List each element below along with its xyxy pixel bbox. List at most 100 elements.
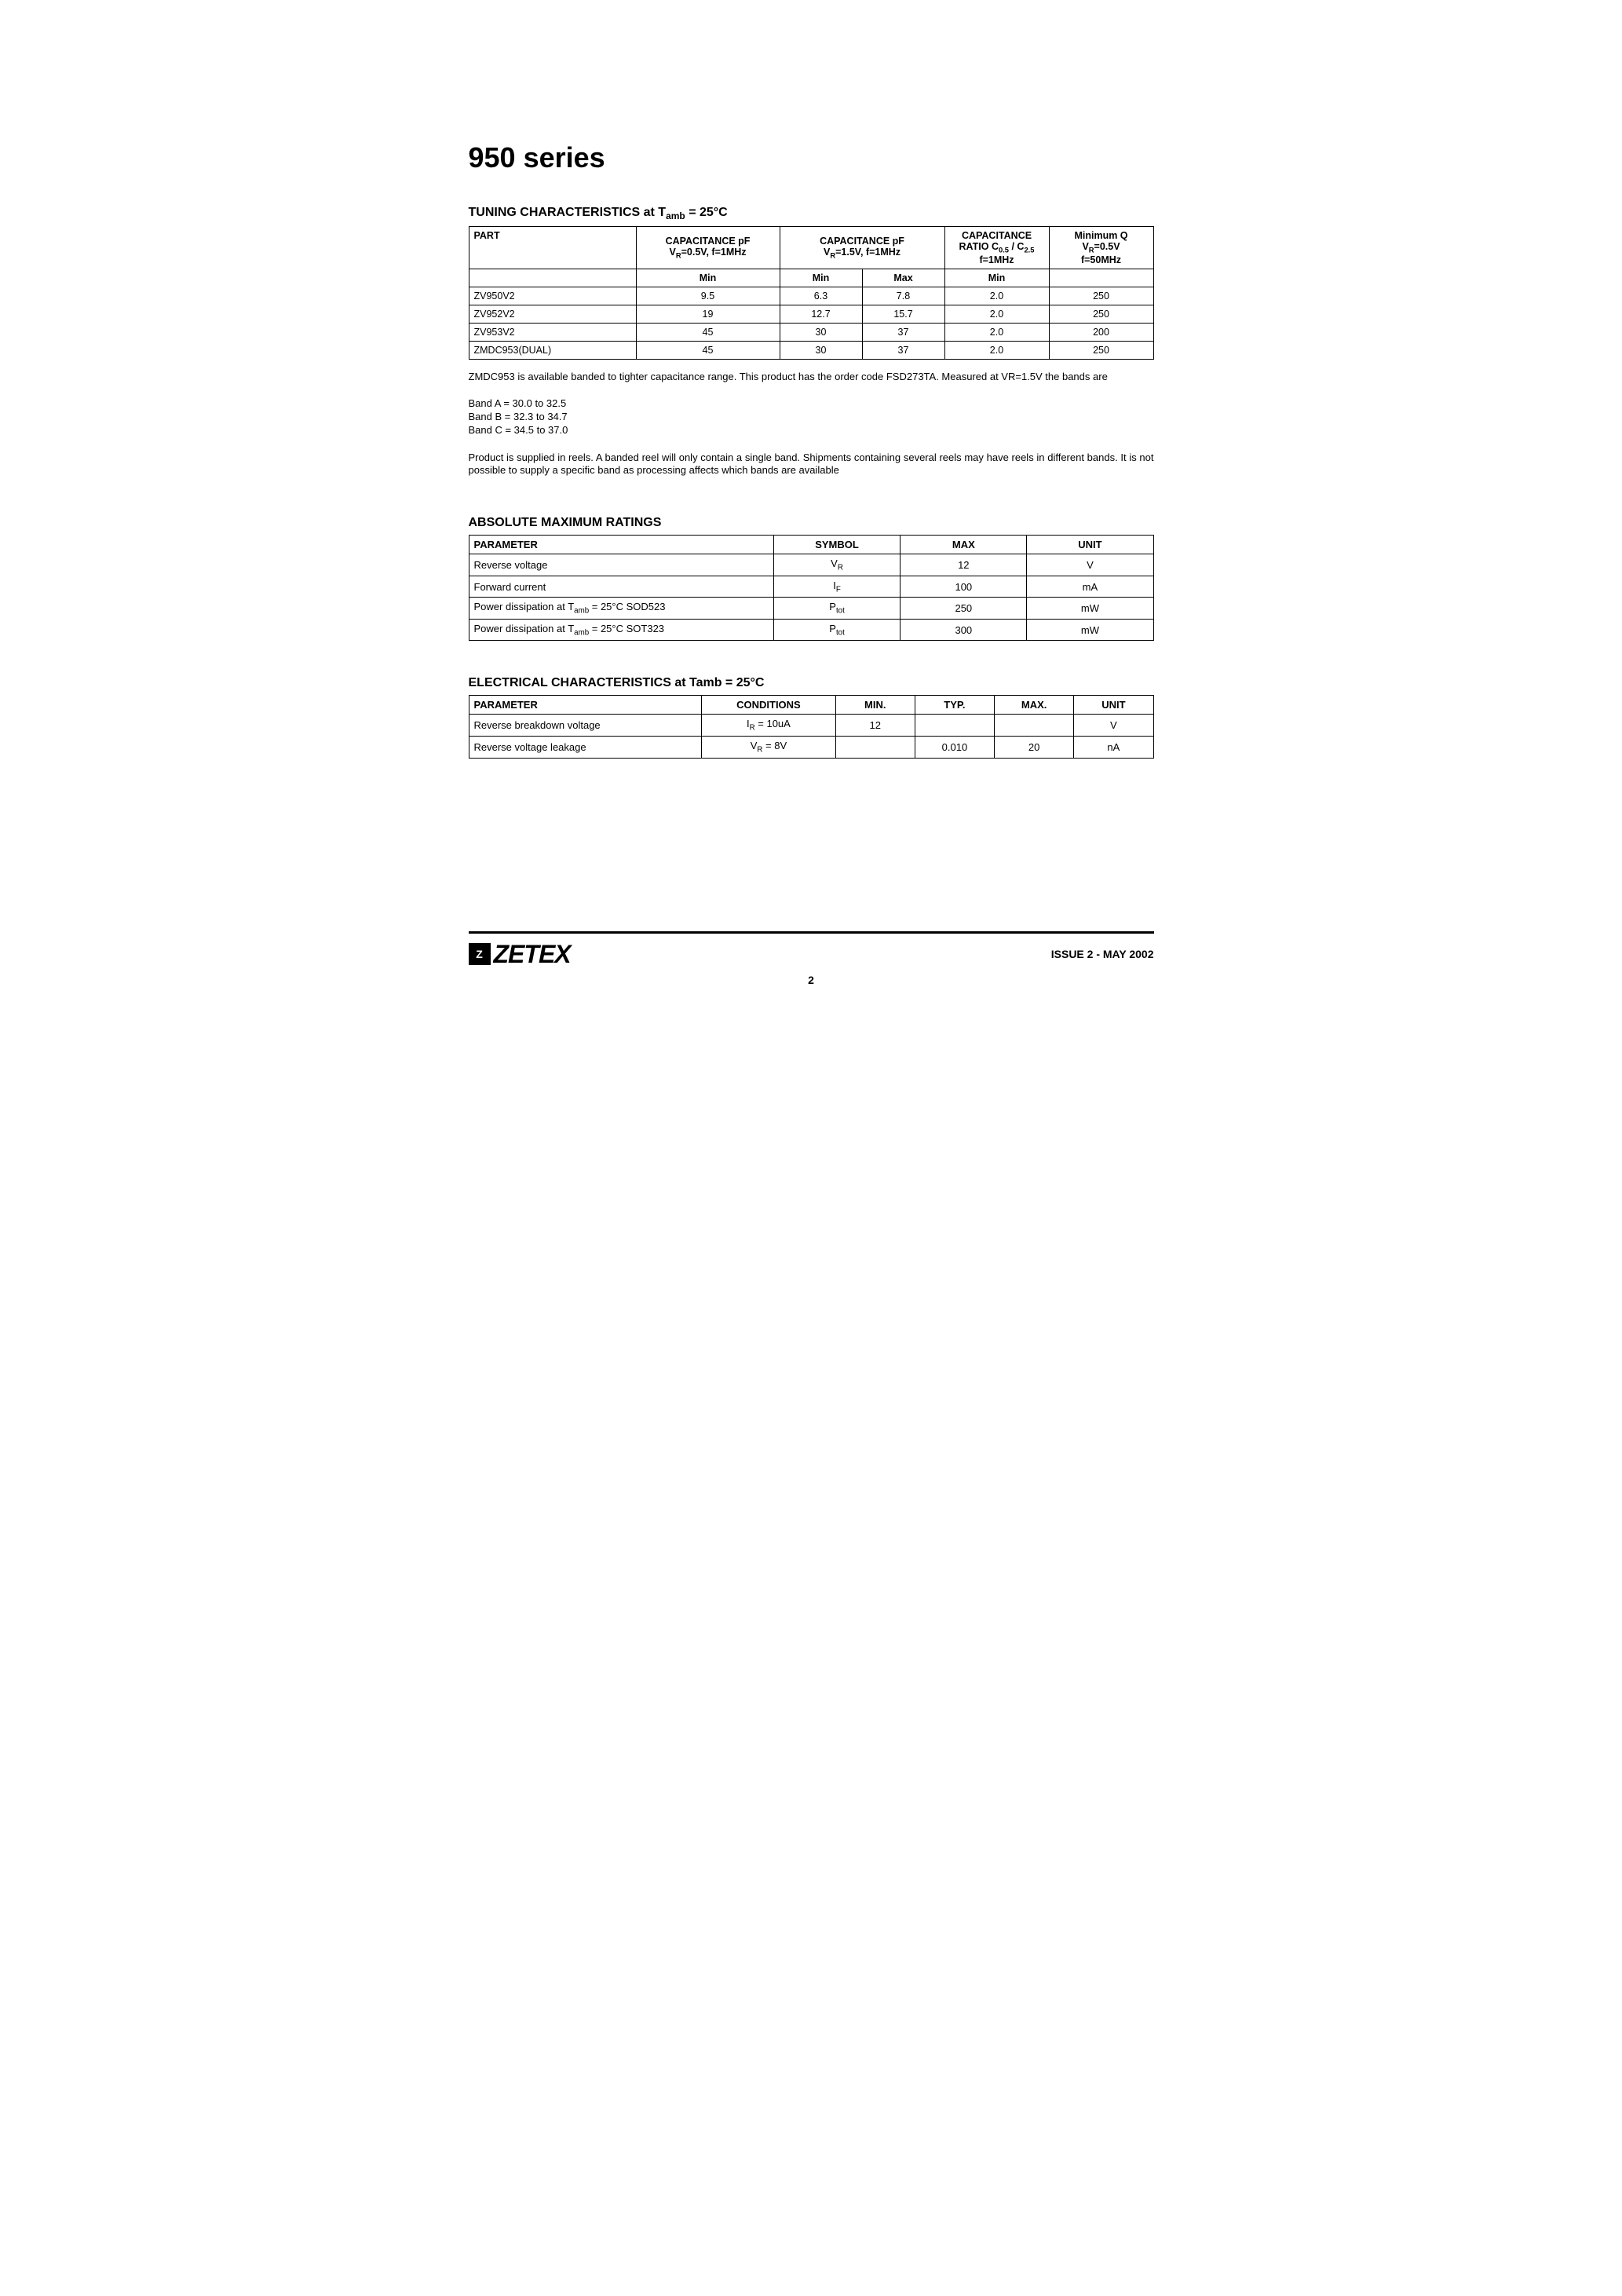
tuning-table: PART CAPACITANCE pF VR=0.5V, f=1MHz CAPA… <box>469 226 1154 360</box>
tuning-heading-sub: amb <box>666 210 685 221</box>
issue-text: ISSUE 2 - MAY 2002 <box>1051 948 1154 960</box>
cell-part: ZV953V2 <box>469 323 636 341</box>
th-q: Minimum Q VR=0.5V f=50MHz <box>1049 227 1153 269</box>
cell-part: ZV952V2 <box>469 305 636 323</box>
tuning-heading: TUNING CHARACTERISTICS at Tamb = 25°C <box>469 206 1154 221</box>
cell-unit: nA <box>1074 737 1153 759</box>
cell-c2max: 37 <box>862 323 944 341</box>
th-ratio-s2: 2.5 <box>1024 247 1034 254</box>
amr-th-param: PARAMETER <box>469 536 773 554</box>
cell-c1min: 45 <box>636 341 780 359</box>
sub-min1: Min <box>636 269 780 287</box>
cell-ratio: 2.0 <box>944 287 1049 305</box>
cell-c2max: 37 <box>862 341 944 359</box>
table-row: ZV952V21912.715.72.0250 <box>469 305 1153 323</box>
cell-typ: 0.010 <box>915 737 994 759</box>
cell-symbol: Ptot <box>773 598 901 620</box>
cell-ratio: 2.0 <box>944 341 1049 359</box>
cell-c2min: 30 <box>780 323 862 341</box>
elec-th-typ: TYP. <box>915 696 994 715</box>
elec-th-param: PARAMETER <box>469 696 702 715</box>
cell-param: Reverse voltage <box>469 554 773 576</box>
cell-q: 250 <box>1049 305 1153 323</box>
table-row: Reverse voltageVR12V <box>469 554 1153 576</box>
sub-min2: Min <box>780 269 862 287</box>
footer: Z ZETEX ISSUE 2 - MAY 2002 2 <box>469 931 1154 986</box>
note-2: Product is supplied in reels. A banded r… <box>469 452 1154 477</box>
cell-unit: V <box>1074 715 1153 737</box>
cell-min: 12 <box>835 715 915 737</box>
cell-ratio: 2.0 <box>944 323 1049 341</box>
th-q-pre: V <box>1082 241 1088 252</box>
th-cap1-sub: R <box>676 252 681 260</box>
cell-unit: mA <box>1027 576 1153 598</box>
cell-c2min: 12.7 <box>780 305 862 323</box>
table-row: Power dissipation at Tamb = 25°C SOT323P… <box>469 619 1153 641</box>
cell-symbol: Ptot <box>773 619 901 641</box>
th-q-l1: Minimum Q <box>1074 230 1127 241</box>
cell-symbol: VR <box>773 554 901 576</box>
th-part: PART <box>469 227 636 269</box>
cell-param: Reverse breakdown voltage <box>469 715 702 737</box>
sub-blank2 <box>1049 269 1153 287</box>
cell-cond: IR = 10uA <box>702 715 836 737</box>
cell-c2max: 15.7 <box>862 305 944 323</box>
elec-heading: ELECTRICAL CHARACTERISTICS at Tamb = 25°… <box>469 676 1154 690</box>
table-row: Power dissipation at Tamb = 25°C SOD523P… <box>469 598 1153 620</box>
cell-unit: V <box>1027 554 1153 576</box>
band-line: Band B = 32.3 to 34.7 <box>469 411 1154 424</box>
table-row: ZV953V24530372.0200 <box>469 323 1153 341</box>
amr-th-max: MAX <box>901 536 1027 554</box>
cell-part: ZV950V2 <box>469 287 636 305</box>
th-cap1-l1: CAPACITANCE pF <box>666 236 751 247</box>
logo-text: ZETEX <box>494 940 571 969</box>
band-line: Band A = 30.0 to 32.5 <box>469 397 1154 411</box>
cell-min <box>835 737 915 759</box>
table-row: Reverse voltage leakageVR = 8V 0.01020nA <box>469 737 1153 759</box>
cell-c2min: 30 <box>780 341 862 359</box>
page-title: 950 series <box>469 141 1154 174</box>
amr-th-symbol: SYMBOL <box>773 536 901 554</box>
th-ratio-mid: / C <box>1009 241 1024 252</box>
elec-th-min: MIN. <box>835 696 915 715</box>
page-number: 2 <box>469 974 1154 986</box>
th-q-post: =0.5V <box>1094 241 1120 252</box>
cell-param: Reverse voltage leakage <box>469 737 702 759</box>
zetex-logo: Z ZETEX <box>469 940 571 969</box>
th-ratio: CAPACITANCE RATIO C0.5 / C2.5 f=1MHz <box>944 227 1049 269</box>
cell-cond: VR = 8V <box>702 737 836 759</box>
cell-max: 250 <box>901 598 1027 620</box>
cell-param: Forward current <box>469 576 773 598</box>
amr-heading: ABSOLUTE MAXIMUM RATINGS <box>469 516 1154 530</box>
th-cap1-pre: V <box>669 247 675 258</box>
cell-typ <box>915 715 994 737</box>
cell-part: ZMDC953(DUAL) <box>469 341 636 359</box>
sub-blank <box>469 269 636 287</box>
elec-th-unit: UNIT <box>1074 696 1153 715</box>
cell-unit: mW <box>1027 619 1153 641</box>
cell-q: 200 <box>1049 323 1153 341</box>
table-row: ZV950V29.56.37.82.0250 <box>469 287 1153 305</box>
cell-c1min: 9.5 <box>636 287 780 305</box>
amr-th-unit: UNIT <box>1027 536 1153 554</box>
th-ratio-s1: 0.5 <box>999 247 1009 254</box>
cell-c1min: 19 <box>636 305 780 323</box>
th-ratio-l1: CAPACITANCE <box>962 230 1032 241</box>
table-row: Reverse breakdown voltageIR = 10uA12 V <box>469 715 1153 737</box>
th-cap2-l1: CAPACITANCE pF <box>820 236 904 247</box>
cell-q: 250 <box>1049 341 1153 359</box>
th-ratio-pre: RATIO C <box>959 241 999 252</box>
cell-param: Power dissipation at Tamb = 25°C SOD523 <box>469 598 773 620</box>
cell-symbol: IF <box>773 576 901 598</box>
th-cap1: CAPACITANCE pF VR=0.5V, f=1MHz <box>636 227 780 269</box>
th-q-l3: f=50MHz <box>1081 254 1121 265</box>
tuning-heading-prefix: TUNING CHARACTERISTICS at T <box>469 206 667 219</box>
cell-ratio: 2.0 <box>944 305 1049 323</box>
cell-max <box>995 715 1074 737</box>
tuning-heading-suffix: = 25°C <box>685 206 728 219</box>
th-q-sub: R <box>1089 247 1094 254</box>
table-row: Forward currentIF100mA <box>469 576 1153 598</box>
cell-c2min: 6.3 <box>780 287 862 305</box>
cell-max: 20 <box>995 737 1074 759</box>
cell-q: 250 <box>1049 287 1153 305</box>
